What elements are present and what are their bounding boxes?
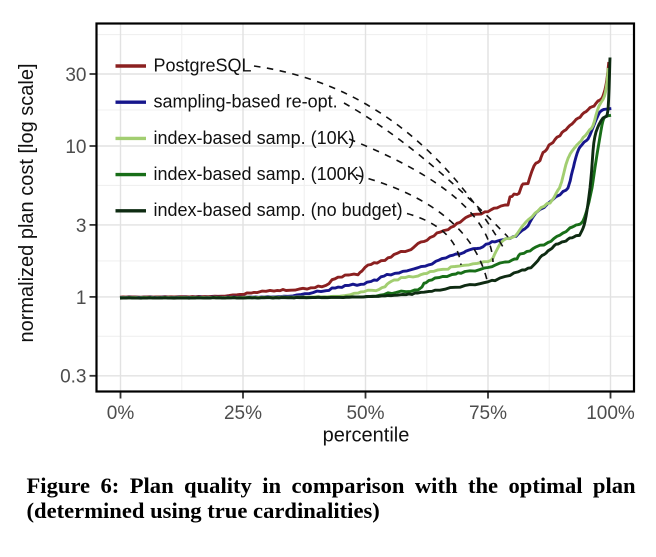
svg-text:75%: 75% <box>469 403 507 424</box>
svg-text:index-based samp. (100K): index-based samp. (100K) <box>154 164 365 184</box>
svg-text:50%: 50% <box>346 403 384 424</box>
svg-text:10: 10 <box>65 137 86 158</box>
svg-text:index-based samp. (10K): index-based samp. (10K) <box>154 128 355 148</box>
svg-text:30: 30 <box>65 65 86 86</box>
svg-text:3: 3 <box>76 216 87 237</box>
svg-text:index-based samp. (no budget): index-based samp. (no budget) <box>154 200 403 220</box>
svg-text:100%: 100% <box>586 403 635 424</box>
svg-text:PostgreSQL: PostgreSQL <box>154 55 252 75</box>
svg-text:percentile: percentile <box>323 425 410 447</box>
svg-text:0%: 0% <box>107 403 135 424</box>
svg-text:25%: 25% <box>224 403 262 424</box>
svg-text:normalized plan cost [log scal: normalized plan cost [log scale] <box>16 63 38 342</box>
svg-text:0.3: 0.3 <box>60 367 86 388</box>
svg-text:1: 1 <box>76 288 87 309</box>
svg-text:sampling-based re-opt.: sampling-based re-opt. <box>154 92 338 112</box>
